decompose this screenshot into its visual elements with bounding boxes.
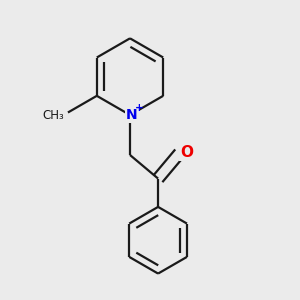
- Text: N: N: [126, 108, 137, 122]
- Text: +: +: [135, 103, 144, 113]
- Text: O: O: [180, 145, 193, 160]
- Text: CH₃: CH₃: [42, 109, 64, 122]
